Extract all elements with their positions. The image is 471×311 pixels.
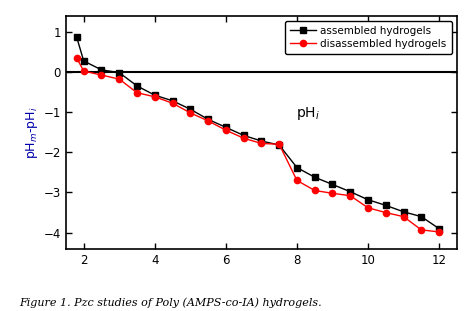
- assembled hydrogels: [259, 139, 264, 143]
- assembled hydrogels: [365, 198, 371, 202]
- disassembled hydrogels: [259, 142, 264, 145]
- Text: pH$_i$: pH$_i$: [296, 105, 320, 122]
- assembled hydrogels: [223, 125, 229, 129]
- disassembled hydrogels: [241, 136, 246, 140]
- disassembled hydrogels: [205, 119, 211, 123]
- disassembled hydrogels: [436, 230, 442, 234]
- assembled hydrogels: [312, 175, 317, 179]
- assembled hydrogels: [330, 183, 335, 186]
- Y-axis label: pH$_m$-pH$_i$: pH$_m$-pH$_i$: [24, 106, 40, 159]
- assembled hydrogels: [98, 68, 104, 72]
- Line: disassembled hydrogels: disassembled hydrogels: [73, 55, 442, 235]
- disassembled hydrogels: [187, 111, 193, 115]
- disassembled hydrogels: [312, 188, 317, 192]
- assembled hydrogels: [383, 203, 389, 207]
- assembled hydrogels: [276, 143, 282, 147]
- disassembled hydrogels: [348, 194, 353, 197]
- disassembled hydrogels: [74, 56, 80, 60]
- disassembled hydrogels: [152, 95, 158, 99]
- disassembled hydrogels: [383, 211, 389, 215]
- assembled hydrogels: [116, 71, 122, 75]
- assembled hydrogels: [436, 227, 442, 230]
- Text: Figure 1. Pzc studies of Poly (AMPS-co-IA) hydrogels.: Figure 1. Pzc studies of Poly (AMPS-co-I…: [19, 297, 322, 308]
- disassembled hydrogels: [276, 142, 282, 146]
- disassembled hydrogels: [98, 73, 104, 77]
- assembled hydrogels: [170, 99, 175, 103]
- assembled hydrogels: [348, 190, 353, 193]
- disassembled hydrogels: [419, 228, 424, 232]
- assembled hydrogels: [241, 133, 246, 137]
- Line: assembled hydrogels: assembled hydrogels: [73, 34, 442, 232]
- assembled hydrogels: [81, 59, 87, 63]
- assembled hydrogels: [134, 84, 140, 88]
- assembled hydrogels: [294, 166, 300, 169]
- assembled hydrogels: [187, 107, 193, 111]
- Legend: assembled hydrogels, disassembled hydrogels: assembled hydrogels, disassembled hydrog…: [285, 21, 452, 54]
- assembled hydrogels: [152, 93, 158, 97]
- assembled hydrogels: [401, 210, 406, 214]
- assembled hydrogels: [419, 215, 424, 219]
- disassembled hydrogels: [401, 215, 406, 219]
- assembled hydrogels: [74, 35, 80, 39]
- disassembled hydrogels: [170, 101, 175, 105]
- disassembled hydrogels: [294, 179, 300, 182]
- disassembled hydrogels: [116, 77, 122, 81]
- disassembled hydrogels: [134, 91, 140, 95]
- disassembled hydrogels: [365, 206, 371, 210]
- disassembled hydrogels: [330, 192, 335, 195]
- disassembled hydrogels: [223, 128, 229, 132]
- disassembled hydrogels: [81, 69, 87, 73]
- assembled hydrogels: [205, 118, 211, 121]
